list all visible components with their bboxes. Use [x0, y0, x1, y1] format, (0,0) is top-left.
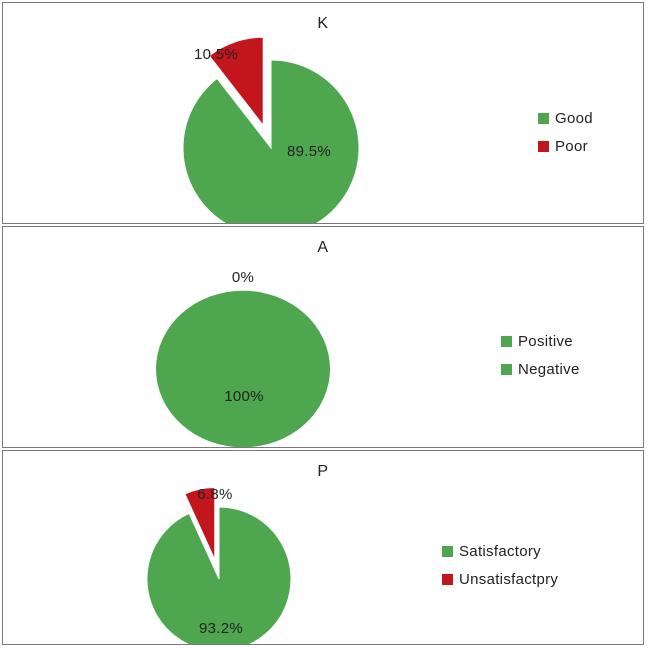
legend-label: Negative — [518, 360, 580, 378]
legend-item-satisfactory: Satisfactory — [442, 537, 558, 565]
legend-swatch-poor — [538, 140, 549, 152]
legend-swatch-unsatisfactpry — [442, 573, 453, 585]
legend-swatch-positive — [501, 335, 512, 347]
data-label-poor: 10.5% — [194, 46, 238, 63]
pie-slice-good — [182, 59, 360, 223]
pie-chart-panel-a: 100% 0% A Positive Negative — [2, 226, 644, 448]
legend-label: Poor — [555, 137, 588, 155]
legend-item-positive: Positive — [501, 327, 580, 355]
pie-chart-panel-p: 93.2% 6.8% P Satisfactory Unsatisfactpry — [2, 450, 644, 645]
data-label-unsatisfactpry: 6.8% — [197, 486, 232, 503]
pie-slice-positive — [156, 290, 330, 447]
pie-slice-satisfactory — [146, 506, 292, 644]
pie-slice-poor — [208, 36, 264, 127]
legend-label: Satisfactory — [459, 542, 541, 560]
legend-label: Positive — [518, 332, 573, 350]
legend-item-good: Good — [538, 104, 593, 132]
legend-item-poor: Poor — [538, 132, 593, 160]
chart-title: K — [317, 15, 329, 32]
pie-slice-unsatisfactpry — [184, 486, 216, 560]
legend-label: Good — [555, 109, 593, 127]
data-label-positive: 100% — [224, 388, 264, 405]
legend-item-negative: Negative — [501, 355, 580, 383]
pie-chart-a: 100% 0% — [156, 269, 330, 447]
chart-title: A — [317, 239, 329, 256]
legend-swatch-satisfactory — [442, 545, 453, 557]
data-label-satisfactory: 93.2% — [199, 620, 243, 637]
pie-chart-p: 93.2% 6.8% — [146, 486, 292, 644]
legend-swatch-good — [538, 112, 549, 124]
chart-legend: Positive Negative — [501, 327, 580, 383]
legend-swatch-negative — [501, 363, 512, 375]
data-label-good: 89.5% — [287, 143, 331, 160]
data-label-negative: 0% — [232, 269, 254, 286]
chart-legend: Satisfactory Unsatisfactpry — [442, 537, 558, 593]
chart-legend: Good Poor — [538, 104, 593, 160]
pie-chart-k: 89.5% 10.5% — [182, 36, 360, 223]
pie-chart-panel-k: 89.5% 10.5% K Good Poor — [2, 2, 644, 224]
legend-label: Unsatisfactpry — [459, 570, 559, 588]
legend-item-unsatisfactpry: Unsatisfactpry — [442, 565, 558, 593]
chart-title: P — [317, 463, 329, 480]
